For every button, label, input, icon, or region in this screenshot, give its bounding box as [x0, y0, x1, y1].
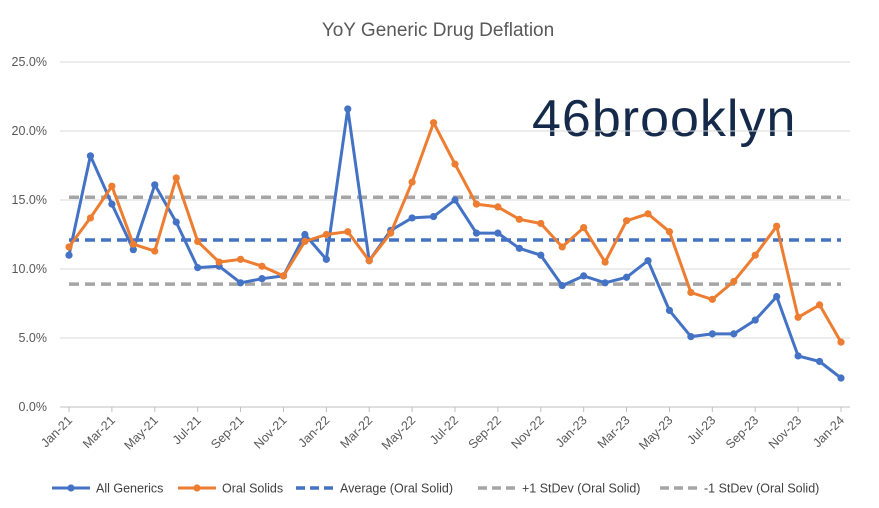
data-point [172, 174, 180, 182]
data-point [558, 281, 566, 290]
data-point [730, 277, 738, 286]
data-point [687, 333, 695, 341]
legend-marker [67, 484, 75, 492]
data-point [773, 222, 781, 230]
data-point [301, 237, 309, 245]
data-point [515, 215, 523, 223]
data-point [837, 338, 845, 346]
data-point [151, 181, 159, 189]
data-point [537, 251, 545, 259]
data-point [365, 257, 373, 265]
data-point [494, 229, 502, 237]
data-point [794, 352, 802, 360]
data-point [86, 214, 95, 222]
data-point [472, 229, 481, 237]
data-point [451, 160, 459, 168]
data-point [172, 218, 180, 226]
data-point [108, 200, 116, 208]
data-point [644, 210, 652, 218]
data-point [708, 295, 716, 303]
data-point [837, 374, 845, 382]
data-point [429, 212, 438, 221]
data-point [129, 246, 137, 254]
data-point [687, 288, 695, 297]
data-series [65, 105, 845, 382]
data-point [794, 313, 802, 321]
data-point [494, 203, 502, 211]
y-tick-label: 0.0% [19, 400, 48, 414]
data-point [751, 316, 759, 324]
data-point [65, 243, 73, 251]
legend-label: +1 StDev (Oral Solid) [522, 482, 640, 496]
brand-logo: 46brooklyn [532, 90, 796, 148]
data-point [344, 228, 352, 236]
data-point [451, 196, 459, 204]
data-point [129, 240, 137, 248]
data-point [537, 219, 545, 228]
data-point [580, 272, 588, 280]
y-tick-label: 25.0% [12, 55, 47, 69]
y-tick-label: 10.0% [12, 262, 47, 276]
legend-label: -1 StDev (Oral Solid) [704, 482, 819, 496]
data-point [108, 182, 116, 190]
data-point [408, 178, 416, 186]
data-point [86, 152, 95, 160]
legend-label: All Generics [96, 482, 163, 496]
data-point [215, 258, 223, 266]
data-point [236, 279, 245, 287]
data-point [408, 214, 416, 222]
data-point [472, 200, 481, 208]
data-point [622, 217, 631, 225]
data-point [815, 357, 824, 366]
data-point [279, 272, 288, 280]
data-point [665, 228, 674, 236]
y-tick-label: 20.0% [12, 124, 47, 138]
data-point [151, 247, 159, 255]
chart-title: YoY Generic Drug Deflation [322, 20, 554, 41]
data-point [429, 119, 438, 127]
legend-label: Oral Solids [222, 482, 283, 496]
data-point [622, 273, 631, 281]
data-point [258, 262, 266, 270]
data-point [344, 105, 352, 113]
data-point [194, 264, 202, 272]
data-point [665, 306, 674, 314]
data-point [751, 251, 759, 259]
legend-marker [193, 484, 201, 492]
legend: All Generics Oral Solids Average (Oral Sol… [52, 482, 819, 496]
data-point [236, 255, 245, 263]
data-point [558, 243, 566, 251]
data-point [601, 279, 609, 287]
data-point [194, 237, 202, 245]
data-point [65, 251, 73, 259]
data-point [730, 330, 738, 338]
data-point [601, 258, 609, 266]
y-tick-label: 15.0% [12, 193, 47, 207]
data-point [301, 230, 309, 239]
y-tick-label: 5.0% [19, 331, 48, 345]
data-point [773, 293, 781, 301]
data-point [322, 255, 330, 263]
data-point [322, 230, 330, 239]
data-point [708, 330, 716, 338]
data-point [258, 275, 266, 283]
data-point [580, 224, 588, 232]
data-point [644, 257, 652, 265]
data-point [387, 229, 395, 237]
legend-label: Average (Oral Solid) [340, 482, 453, 496]
y-axis-ticks: 0.0% 5.0% 10.0% 15.0% 20.0% 25.0% [12, 55, 47, 414]
data-point [515, 244, 523, 252]
data-point [815, 301, 824, 309]
